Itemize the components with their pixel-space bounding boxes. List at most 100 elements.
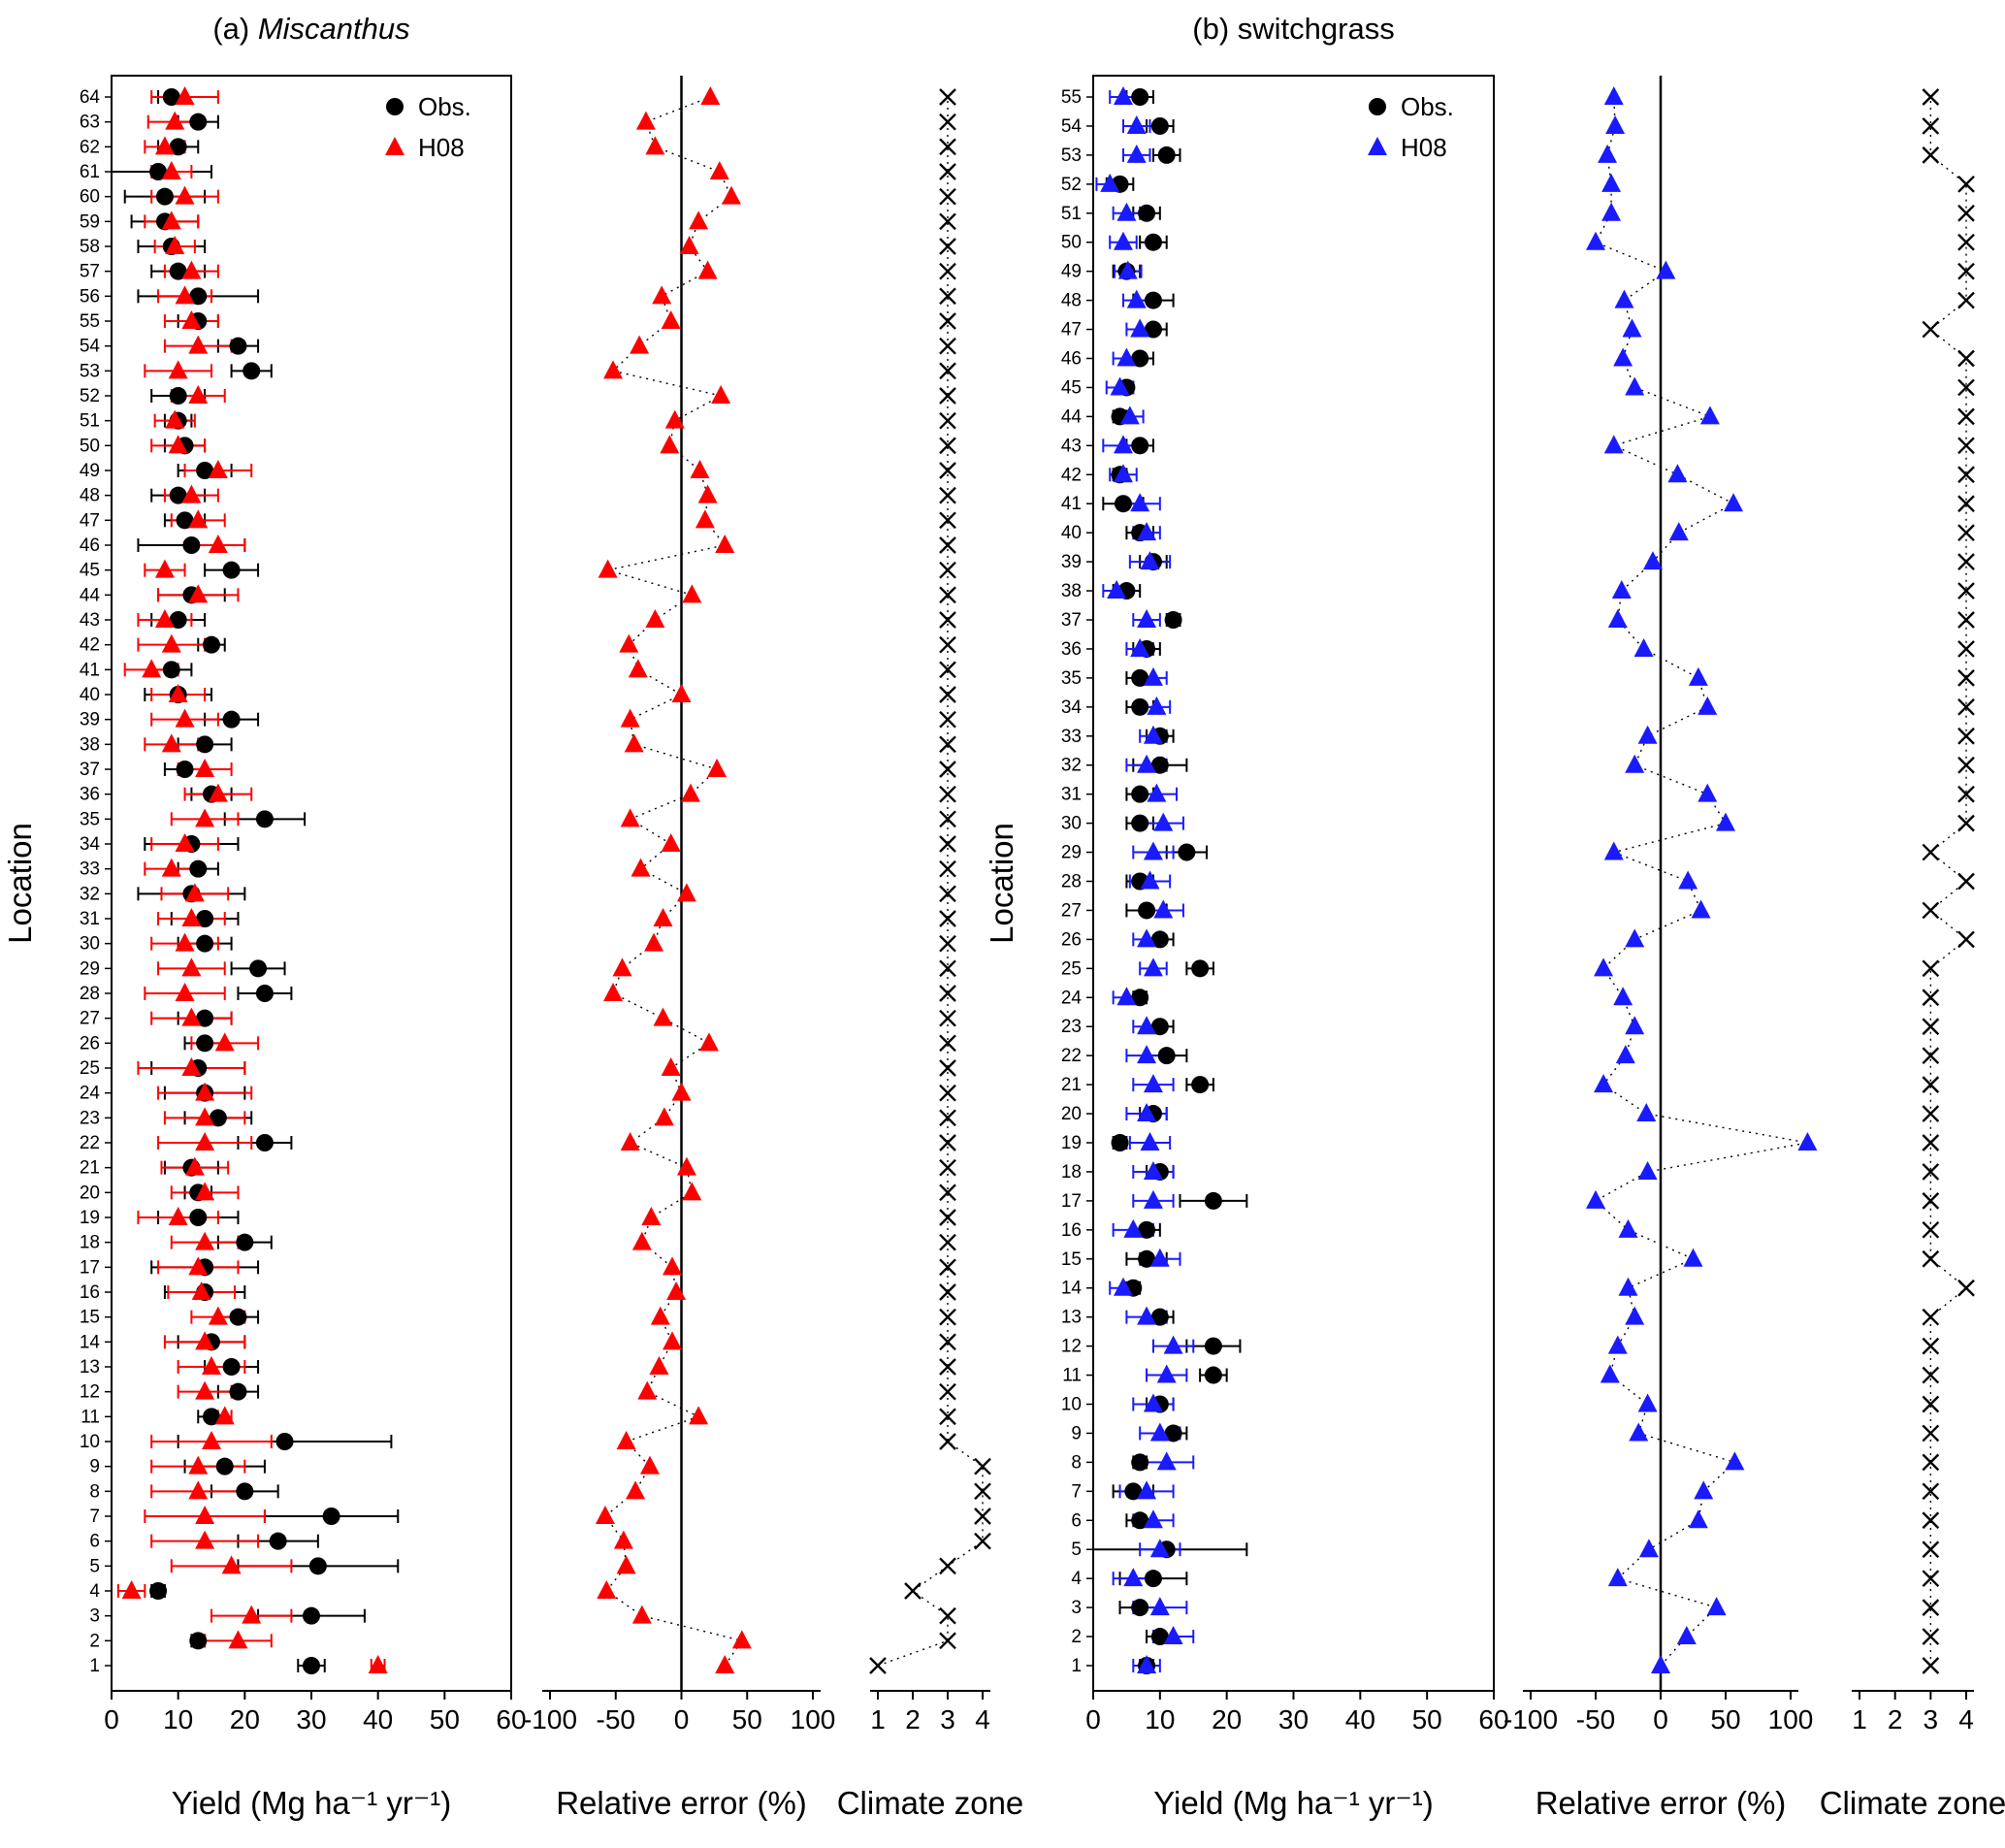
h08-marker <box>1143 957 1163 977</box>
climate-zone-marker <box>1922 843 1940 861</box>
relerr-marker <box>671 684 692 702</box>
relerr-marker <box>620 1132 640 1151</box>
location-tick-label: 4 <box>89 1581 100 1602</box>
relerr-marker <box>711 385 731 404</box>
h08-marker <box>1149 1597 1170 1616</box>
h08-marker <box>1147 783 1167 802</box>
obs-marker <box>169 138 187 156</box>
climate-zone-marker <box>1922 1076 1940 1093</box>
climate-zone-marker <box>1922 1395 1940 1413</box>
location-tick-label: 27 <box>1061 900 1082 921</box>
relerr-marker <box>695 509 715 529</box>
x-tick-label: 60 <box>1478 1704 1508 1735</box>
h08-marker <box>208 783 228 802</box>
h08-marker <box>202 1356 221 1375</box>
obs-marker <box>1164 611 1182 629</box>
climate-zone-marker <box>1922 1366 1940 1384</box>
obs-marker <box>1138 901 1156 920</box>
relerr-marker <box>1688 1509 1708 1529</box>
obs-marker <box>1138 204 1156 222</box>
x-tick-label: 0 <box>1085 1704 1101 1735</box>
climate-zone-marker <box>939 1433 956 1450</box>
relerr-marker <box>595 1506 615 1524</box>
h08-marker <box>1130 493 1150 512</box>
obs-marker <box>1138 1249 1156 1268</box>
climate-zone-marker <box>939 1233 956 1251</box>
h08-marker <box>1116 347 1137 367</box>
h08-marker <box>195 1082 215 1101</box>
location-tick-label: 47 <box>80 510 100 531</box>
x-tick-label: 4 <box>975 1704 990 1735</box>
relerr-marker <box>1613 347 1633 367</box>
climate-zone-marker <box>939 312 956 330</box>
obs-marker <box>308 1557 327 1575</box>
climate-zone-marker <box>1957 697 1975 716</box>
h08-marker <box>181 484 202 503</box>
x-tick-label: 30 <box>296 1704 326 1735</box>
obs-marker <box>1144 291 1162 309</box>
location-tick-label: 20 <box>1061 1104 1082 1124</box>
obs-marker <box>275 1433 294 1450</box>
location-tick-label: 59 <box>80 211 100 232</box>
location-tick-label: 42 <box>1061 465 1082 485</box>
climate-zone-marker <box>1957 466 1975 484</box>
climate-zone-marker <box>1957 349 1975 368</box>
h08-marker <box>1116 202 1137 221</box>
h08-marker <box>142 659 162 678</box>
h08-marker <box>1156 1364 1177 1383</box>
relerr-marker <box>641 1207 662 1225</box>
climate-zone-marker <box>939 1209 956 1226</box>
location-tick-label: 36 <box>1061 639 1082 660</box>
obs-marker <box>176 511 194 530</box>
location-tick-label: 24 <box>1061 988 1083 1008</box>
relerr-marker <box>700 86 721 105</box>
relerr-marker <box>645 609 665 628</box>
h08-marker <box>175 86 195 105</box>
x-tick-label: 0 <box>1653 1704 1668 1735</box>
location-tick-label: 55 <box>1061 87 1082 108</box>
climate-zone-marker <box>939 212 956 231</box>
location-tick-label: 14 <box>80 1332 101 1352</box>
relerr-marker <box>660 435 680 454</box>
relerr-marker <box>663 1331 683 1350</box>
location-tick-label: 13 <box>80 1357 100 1378</box>
relerr-marker <box>1667 464 1688 483</box>
h08-marker <box>221 1555 242 1574</box>
climate-zone-marker <box>939 462 956 479</box>
location-tick-label: 3 <box>89 1606 100 1627</box>
relerr-marker <box>616 1431 636 1449</box>
location-tick-label: 29 <box>80 958 100 979</box>
legend-h08-marker <box>1368 137 1387 155</box>
h08-marker <box>188 385 209 404</box>
h08-marker <box>1126 114 1147 134</box>
relerr-marker <box>619 633 639 653</box>
obs-marker <box>255 985 274 1002</box>
h08-marker <box>175 932 195 952</box>
location-tick-label: 53 <box>1061 146 1082 166</box>
relerr-axis-title: Relative error (%) <box>1536 1785 1787 1821</box>
obs-marker <box>182 536 201 554</box>
h08-marker <box>1149 1248 1170 1267</box>
relerr-marker <box>721 185 741 205</box>
location-tick-label: 10 <box>80 1432 100 1452</box>
relerr-marker <box>709 161 729 179</box>
climate-zone-marker <box>939 985 956 1002</box>
h08-marker <box>1107 580 1127 600</box>
location-tick-label: 21 <box>80 1158 100 1179</box>
h08-marker <box>1137 1306 1157 1325</box>
relerr-marker <box>1625 1016 1645 1035</box>
h08-marker <box>181 310 202 329</box>
climate-zone-marker <box>1922 1018 1940 1036</box>
climate-zone-marker <box>1957 1279 1975 1297</box>
relerr-marker <box>612 957 632 977</box>
location-tick-label: 3 <box>1071 1598 1082 1618</box>
location-tick-label: 18 <box>80 1233 100 1253</box>
location-tick-label: 36 <box>80 785 100 805</box>
x-tick-label: 40 <box>1345 1704 1375 1735</box>
relerr-marker <box>707 759 728 777</box>
climate-zone-marker <box>1957 669 1975 687</box>
location-tick-label: 52 <box>1061 175 1082 195</box>
climate-zone-marker <box>939 1084 956 1102</box>
climate-zone-marker <box>1957 727 1975 745</box>
